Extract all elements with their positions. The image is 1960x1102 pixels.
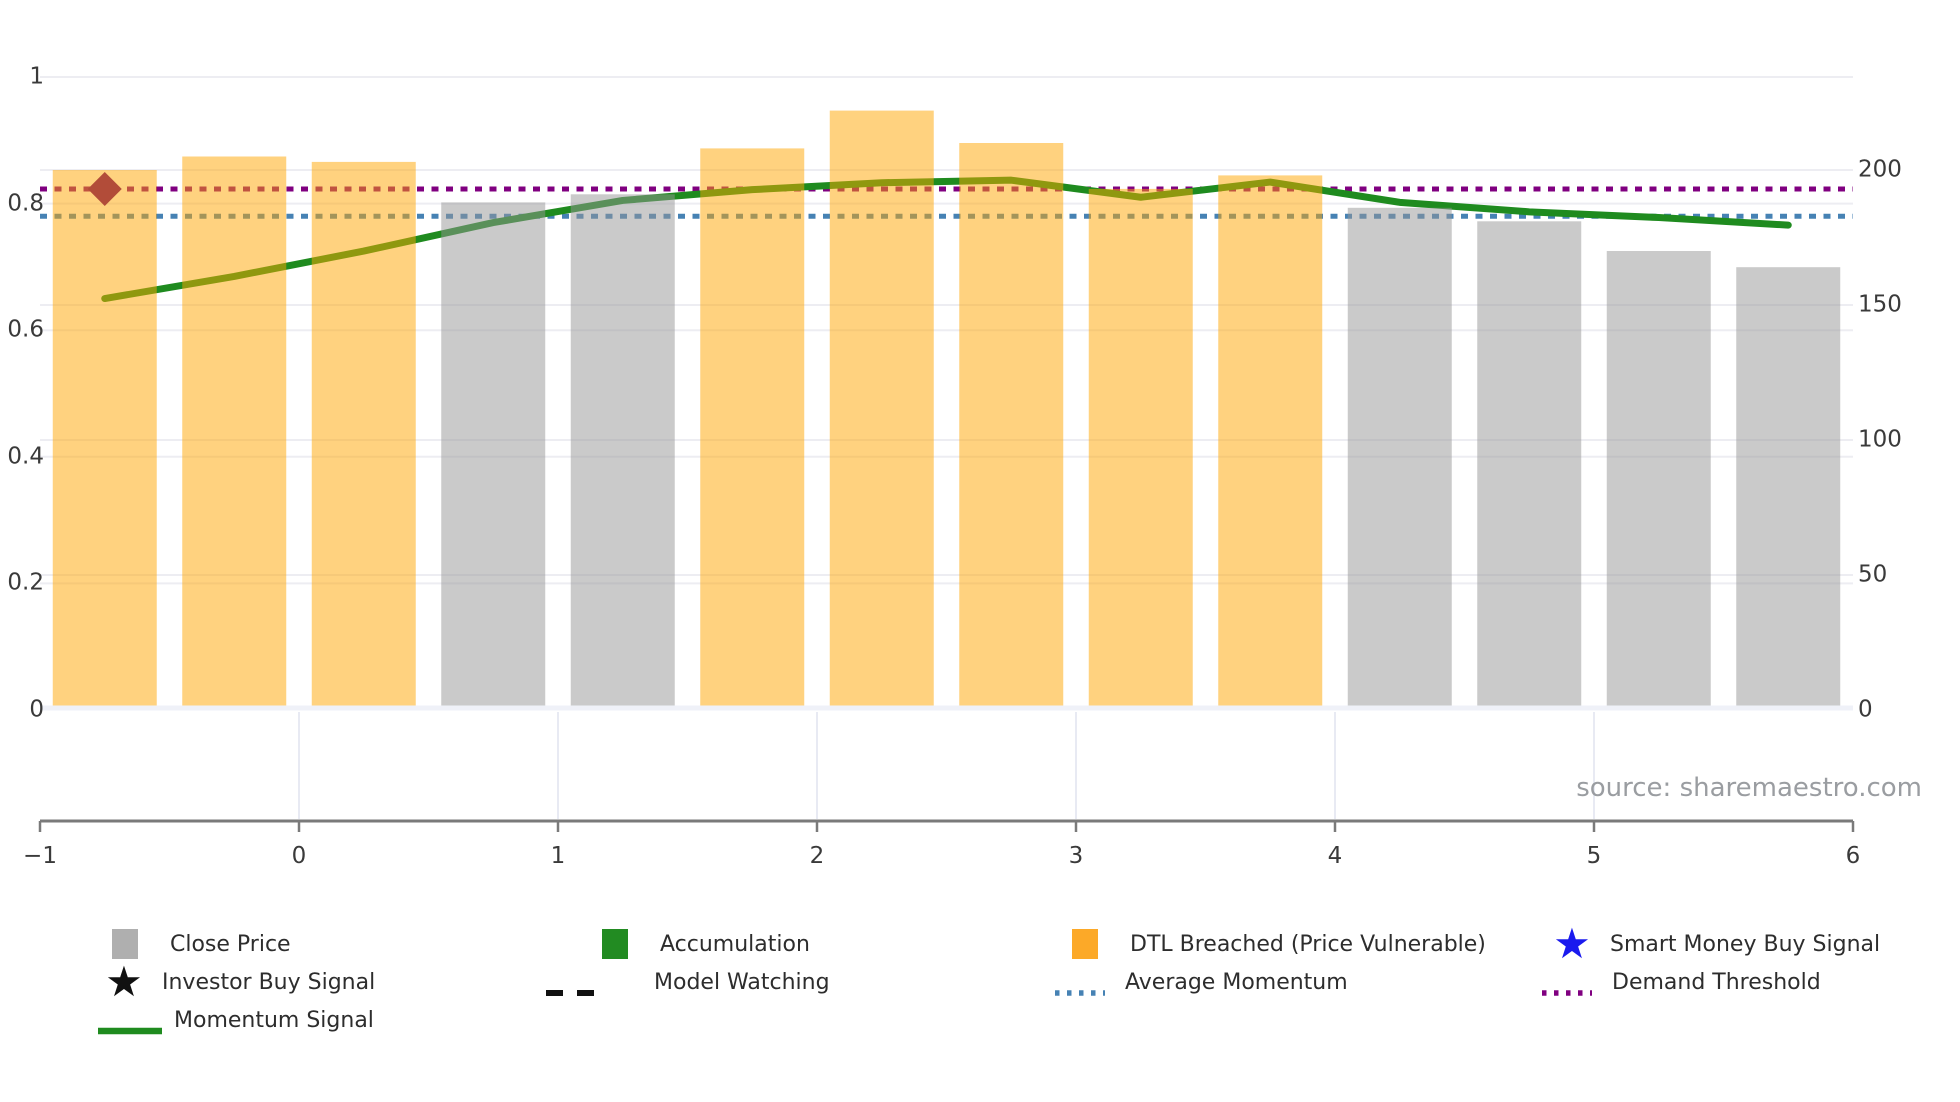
accumulation-swatch bbox=[602, 929, 628, 959]
bar-close-price bbox=[1477, 221, 1582, 711]
right-axis-tick: 0 bbox=[1858, 696, 1873, 723]
legend-item-average-momentum: Average Momentum bbox=[1053, 964, 1348, 1000]
bar-dtl-breached bbox=[182, 156, 287, 710]
bar-dtl-breached bbox=[52, 170, 157, 710]
legend-label: DTL Breached (Price Vulnerable) bbox=[1130, 931, 1486, 957]
blue-dotted-line-swatch bbox=[1053, 978, 1105, 996]
left-axis-tick: 0 bbox=[29, 696, 44, 723]
legend-label: Momentum Signal bbox=[174, 1007, 374, 1033]
bar-close-price bbox=[441, 202, 546, 710]
bar-dtl-breached bbox=[1218, 175, 1323, 710]
legend-item-model-watching: Model Watching bbox=[546, 964, 830, 1000]
left-axis-tick: 0.6 bbox=[7, 316, 44, 343]
legend-label: Accumulation bbox=[660, 931, 810, 957]
bar-dtl-breached bbox=[959, 143, 1064, 710]
buy-signal-diamond-marker bbox=[87, 172, 122, 207]
legend-item-demand-threshold: Demand Threshold bbox=[1540, 964, 1821, 1000]
legend-label: Demand Threshold bbox=[1612, 969, 1821, 995]
x-axis-tick: 3 bbox=[1068, 843, 1084, 869]
legend-label: Model Watching bbox=[654, 969, 830, 995]
left-axis-tick: 0.2 bbox=[7, 569, 44, 596]
x-axis-tick: 2 bbox=[809, 843, 825, 869]
legend-item-momentum-signal: Momentum Signal bbox=[98, 1002, 374, 1038]
legend-item-investor-buy-signal: ★ Investor Buy Signal bbox=[104, 957, 376, 1006]
x-axis-tick: 0 bbox=[291, 843, 307, 869]
blue-star-icon: ★ bbox=[1553, 919, 1591, 968]
bar-close-price bbox=[570, 194, 675, 711]
legend-label: Investor Buy Signal bbox=[162, 969, 376, 995]
legend-label: Close Price bbox=[170, 931, 291, 957]
source-credit: source: sharemaestro.com bbox=[1576, 773, 1922, 803]
legend-item-smart-money-buy-signal: ★ Smart Money Buy Signal bbox=[1552, 919, 1881, 968]
bar-close-price bbox=[1347, 207, 1452, 711]
legend-item-close-price: Close Price bbox=[112, 926, 291, 962]
close-price-swatch bbox=[112, 929, 138, 959]
legend-item-dtl-breached: DTL Breached (Price Vulnerable) bbox=[1072, 926, 1486, 962]
legend-label: Smart Money Buy Signal bbox=[1610, 931, 1881, 957]
right-axis-tick: 150 bbox=[1858, 291, 1902, 318]
bar-close-price bbox=[1606, 251, 1711, 710]
bar-close-price bbox=[1736, 267, 1841, 710]
x-axis-tick: 4 bbox=[1327, 843, 1343, 869]
right-axis-tick: 200 bbox=[1858, 156, 1902, 183]
left-axis-tick: 0.4 bbox=[7, 443, 44, 470]
black-star-icon: ★ bbox=[105, 957, 143, 1006]
left-axis-tick: 0.8 bbox=[7, 190, 44, 217]
purple-dotted-line-swatch bbox=[1540, 978, 1592, 996]
black-dashed-line-swatch bbox=[546, 978, 600, 996]
bar-dtl-breached bbox=[700, 148, 805, 710]
x-axis-tick: 5 bbox=[1586, 843, 1602, 869]
dtl-breached-swatch bbox=[1072, 929, 1098, 959]
green-line-swatch bbox=[98, 1016, 162, 1035]
right-axis-tick: 100 bbox=[1858, 426, 1902, 453]
legend-item-accumulation: Accumulation bbox=[602, 926, 810, 962]
right-axis-tick: 50 bbox=[1858, 561, 1888, 588]
legend-label: Average Momentum bbox=[1125, 969, 1348, 995]
x-axis-tick: −1 bbox=[23, 843, 57, 869]
x-axis-tick: 1 bbox=[550, 843, 566, 869]
baseline-band bbox=[40, 705, 1853, 711]
bar-dtl-breached bbox=[311, 161, 416, 710]
bar-dtl-breached bbox=[1088, 188, 1193, 710]
bar-dtl-breached bbox=[829, 110, 934, 711]
x-axis-tick: 6 bbox=[1845, 843, 1861, 869]
left-axis-tick: 1 bbox=[29, 63, 44, 90]
